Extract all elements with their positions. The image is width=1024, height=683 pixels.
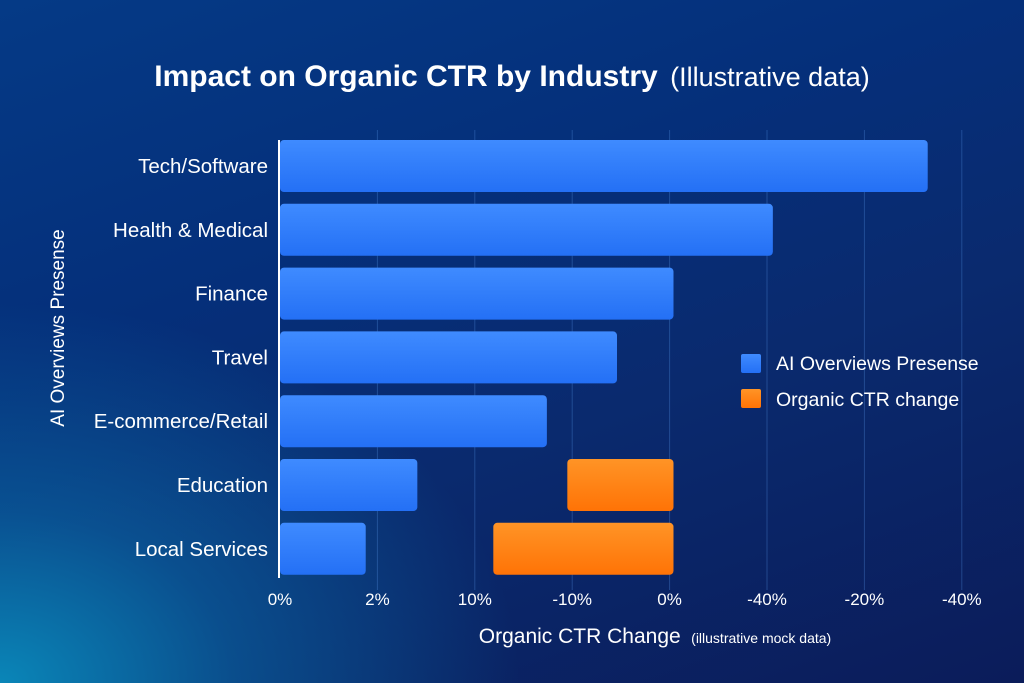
legend-label-organic-ctr: Organic CTR change (776, 389, 959, 411)
category-label: Local Services (135, 538, 268, 561)
category-label: Health & Medical (113, 219, 268, 242)
x-tick-label: -20% (845, 590, 885, 609)
category-label: Finance (195, 283, 268, 306)
x-axis-label: Organic CTR Change (479, 625, 681, 648)
category-labels: Tech/Software Health & Medical Finance Trav… (94, 155, 268, 561)
bars (280, 140, 928, 575)
legend-swatch-ai-overviews (741, 354, 761, 373)
legend-label-ai-overviews: AI Overviews Presense (776, 353, 979, 375)
bar-ai-overviews (280, 395, 547, 448)
bar-organic-ctr (567, 459, 674, 511)
x-axis-title: Organic CTR Change (illustrative mock da… (479, 625, 831, 648)
x-tick-labels: 0% 2% 10% -10% 0% -40% -20% -40% (268, 590, 982, 609)
x-axis-note: (illustrative mock data) (691, 630, 831, 646)
x-tick-label: -40% (747, 590, 787, 609)
x-tick-label: -40% (942, 590, 982, 609)
legend-swatch-organic-ctr (741, 389, 761, 408)
category-label: Tech/Software (138, 155, 268, 178)
bar-organic-ctr (493, 522, 674, 575)
x-tick-label: 0% (268, 590, 293, 609)
category-label: E-commerce/Retail (94, 410, 268, 433)
x-tick-label: 2% (365, 590, 390, 609)
legend: AI Overviews Presense Organic CTR change (741, 353, 979, 411)
y-axis-label: AI Overviews Presense (48, 229, 69, 426)
bar-ai-overviews (280, 140, 928, 192)
x-tick-label: 10% (458, 590, 492, 609)
bar-ai-overviews (280, 331, 618, 384)
category-label: Education (177, 474, 268, 497)
category-label: Travel (212, 346, 268, 369)
chart-subtitle: (Illustrative data) (670, 62, 870, 92)
bar-ai-overviews (280, 203, 773, 256)
bar-ai-overviews (280, 522, 366, 575)
bar-ai-overviews (280, 267, 674, 320)
bar-ai-overviews (280, 459, 418, 511)
chart-title-main: Impact on Organic CTR by Industry (154, 60, 658, 93)
x-tick-label: 0% (657, 590, 682, 609)
x-tick-label: -10% (552, 590, 592, 609)
chart-title: Impact on Organic CTR by Industry (Illus… (154, 60, 869, 93)
